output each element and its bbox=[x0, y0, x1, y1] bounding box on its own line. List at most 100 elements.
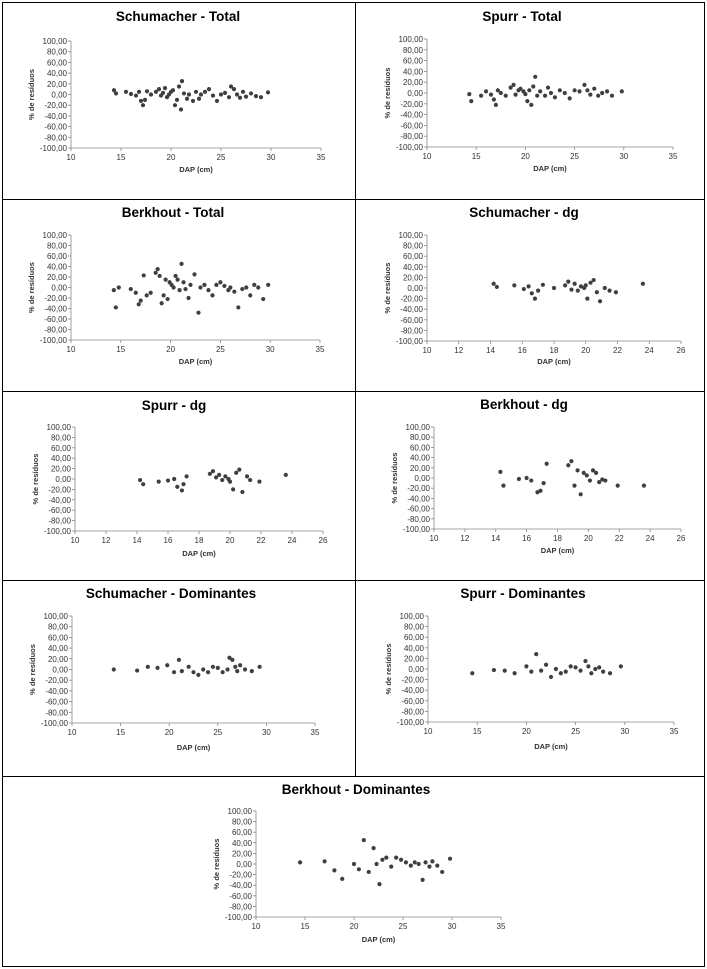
data-point bbox=[538, 488, 543, 493]
data-point bbox=[136, 302, 141, 307]
x-axis-label: DAP (cm) bbox=[537, 357, 571, 366]
x-axis-label: DAP (cm) bbox=[177, 743, 211, 752]
x-tick-label: 16 bbox=[522, 534, 531, 543]
chart-panel-berkhout-total: Berkhout - Total 100,00 80,00 60,00 40,00 20,… bbox=[2, 199, 356, 392]
data-point bbox=[237, 95, 243, 100]
data-point bbox=[227, 479, 233, 484]
data-point bbox=[529, 669, 534, 674]
data-point bbox=[265, 90, 271, 95]
data-point bbox=[231, 87, 237, 92]
data-point bbox=[240, 489, 245, 495]
data-point bbox=[597, 665, 602, 670]
x-tick-label: 26 bbox=[677, 346, 686, 355]
x-tick-label: 30 bbox=[448, 922, 457, 931]
x-tick-label: 25 bbox=[213, 728, 222, 737]
data-point bbox=[148, 92, 154, 97]
data-point bbox=[214, 282, 219, 287]
y-tick-label: 80,00 bbox=[403, 242, 424, 251]
y-tick-label: 0,00 bbox=[55, 475, 71, 484]
data-point bbox=[253, 94, 259, 99]
data-point bbox=[640, 281, 645, 286]
chart-panel-spurr-dominantes: Spurr - Dominantes 100,00 80,00 60,00 40,00 2… bbox=[355, 580, 705, 777]
data-point bbox=[202, 282, 207, 287]
x-tick-label: 14 bbox=[491, 534, 500, 543]
x-tick-label: 35 bbox=[316, 345, 325, 354]
data-point bbox=[594, 290, 599, 295]
data-point bbox=[181, 482, 186, 487]
data-point bbox=[237, 467, 242, 472]
x-axis-label: DAP (cm) bbox=[179, 357, 213, 366]
data-point bbox=[526, 284, 531, 289]
y-tick-label: -60,00 bbox=[401, 697, 424, 706]
data-point bbox=[498, 90, 503, 96]
y-tick-label: 20,00 bbox=[232, 849, 253, 858]
data-point bbox=[394, 855, 399, 860]
x-tick-label: 35 bbox=[670, 727, 679, 736]
y-axis-label: % de resíduos bbox=[28, 644, 37, 695]
y-tick-label: 80,00 bbox=[47, 48, 68, 57]
y-tick-label: -100,00 bbox=[403, 525, 431, 534]
y-tick-label: 40,00 bbox=[232, 839, 253, 848]
data-point bbox=[584, 473, 589, 478]
data-point bbox=[615, 483, 620, 488]
data-point bbox=[366, 869, 371, 875]
data-point bbox=[257, 664, 262, 669]
data-point bbox=[113, 91, 119, 96]
data-point bbox=[609, 93, 615, 98]
data-point bbox=[512, 671, 517, 676]
data-point bbox=[583, 283, 588, 288]
data-point bbox=[586, 664, 591, 669]
data-point bbox=[215, 665, 220, 670]
data-point bbox=[593, 470, 599, 475]
data-point bbox=[435, 863, 440, 868]
y-tick-label: 60,00 bbox=[48, 633, 69, 642]
x-tick-label: 15 bbox=[116, 345, 125, 354]
data-point bbox=[138, 298, 143, 303]
data-point bbox=[188, 282, 193, 287]
data-point bbox=[170, 88, 176, 93]
y-tick-label: -20,00 bbox=[407, 484, 430, 493]
y-tick-label: -80,00 bbox=[400, 326, 423, 335]
data-point bbox=[521, 286, 526, 292]
y-tick-label: -20,00 bbox=[229, 871, 252, 880]
data-point bbox=[540, 282, 545, 287]
data-point bbox=[403, 860, 409, 865]
data-point bbox=[165, 663, 170, 668]
x-tick-label: 15 bbox=[117, 153, 126, 162]
y-tick-label: -40,00 bbox=[407, 494, 430, 503]
data-point bbox=[557, 88, 562, 93]
data-point bbox=[548, 90, 554, 96]
data-point bbox=[502, 668, 507, 673]
y-tick-label: -60,00 bbox=[48, 506, 71, 515]
data-point bbox=[198, 285, 203, 290]
data-point bbox=[228, 285, 233, 290]
data-point bbox=[283, 472, 288, 477]
y-tick-label: 60,00 bbox=[403, 252, 424, 261]
data-point bbox=[577, 89, 582, 94]
x-tick-label: 15 bbox=[473, 727, 482, 736]
data-point bbox=[228, 84, 234, 89]
data-point bbox=[210, 469, 216, 474]
y-tick-label: 100,00 bbox=[47, 423, 72, 432]
data-point bbox=[558, 671, 563, 676]
data-point bbox=[581, 470, 586, 475]
data-point bbox=[548, 674, 554, 680]
data-point bbox=[144, 293, 149, 298]
data-point bbox=[225, 667, 230, 672]
data-point bbox=[223, 474, 228, 479]
data-point bbox=[518, 86, 523, 91]
x-tick-label: 12 bbox=[454, 346, 463, 355]
data-point bbox=[163, 277, 168, 282]
x-tick-label: 24 bbox=[645, 346, 654, 355]
y-axis-label: % de resíduos bbox=[383, 68, 392, 119]
data-point bbox=[597, 299, 603, 304]
data-point bbox=[235, 669, 240, 674]
y-axis-label: % de resíduos bbox=[390, 453, 399, 504]
data-point bbox=[196, 96, 202, 101]
data-point bbox=[181, 280, 186, 285]
data-point bbox=[469, 99, 474, 104]
data-point bbox=[604, 89, 610, 94]
x-axis-label: DAP (cm) bbox=[362, 935, 396, 944]
y-tick-label: -20,00 bbox=[45, 676, 68, 685]
